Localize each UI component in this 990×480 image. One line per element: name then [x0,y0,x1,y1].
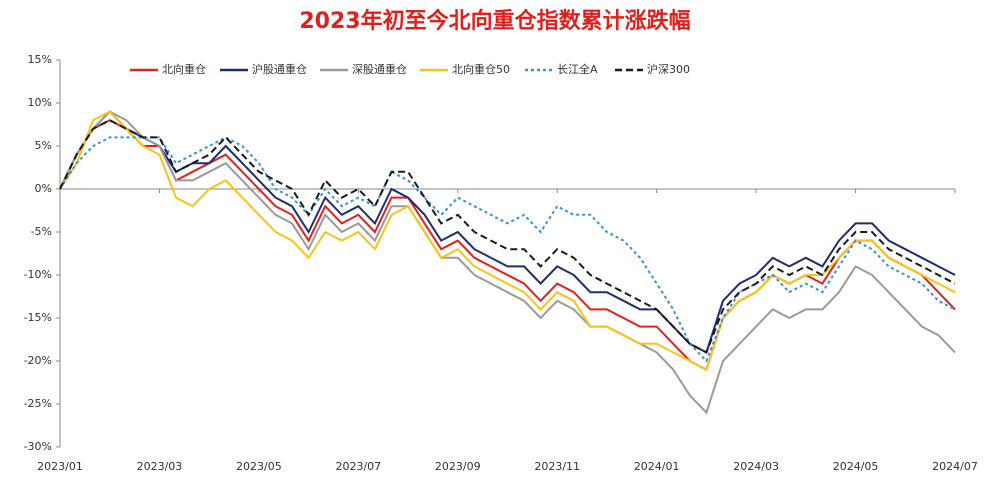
y-tick-label: 10% [28,96,52,109]
y-tick-label: -5% [31,225,52,238]
y-tick-label: 0% [35,182,52,195]
series-line [59,110,956,354]
legend-label: 北向重仓 [162,62,206,76]
x-tick-label: 2023/03 [137,460,183,473]
legend-label: 北向重仓50 [452,62,510,76]
y-tick-label: -20% [24,354,52,367]
legend-label: 沪深300 [647,62,690,76]
x-tick-label: 2023/07 [335,460,381,473]
legend-label: 沪股通重仓 [252,62,307,76]
series-line [59,119,956,354]
x-tick-label: 2024/03 [733,460,779,473]
x-tick-label: 2024/05 [833,460,879,473]
y-tick-label: 5% [35,139,52,152]
chart-title: 2023年初至今北向重仓指数累计涨跌幅 [299,8,690,34]
legend-label: 长江全A [557,62,598,76]
y-tick-label: 15% [28,53,52,66]
x-tick-label: 2023/05 [236,460,282,473]
x-tick-label: 2023/01 [37,460,83,473]
x-tick-label: 2024/07 [932,460,978,473]
x-tick-label: 2023/09 [435,460,481,473]
y-tick-label: -15% [24,311,52,324]
x-tick-label: 2024/01 [634,460,680,473]
x-tick-label: 2023/11 [534,460,580,473]
series-line [59,136,956,363]
y-tick-label: -30% [24,440,52,453]
series-line [59,110,956,415]
series-line [59,119,956,372]
y-tick-label: -10% [24,268,52,281]
legend-label: 深股通重仓 [352,62,407,76]
series-line [59,110,956,372]
y-tick-label: -25% [24,397,52,410]
